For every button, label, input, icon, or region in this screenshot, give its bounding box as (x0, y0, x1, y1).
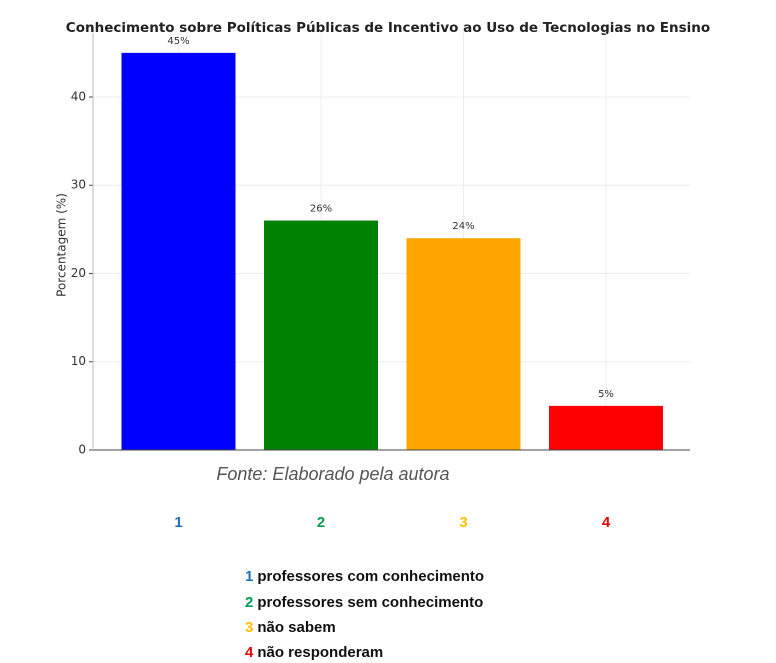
legend-entry: 4 não responderam (245, 644, 383, 661)
x-category-label: 2 (317, 514, 325, 531)
x-category-label: 1 (174, 514, 182, 531)
legend-number: 2 (245, 594, 253, 611)
bar (264, 220, 378, 450)
legend-entry: 2 professores sem conhecimento (245, 594, 483, 611)
y-tick-label: 40 (71, 89, 86, 103)
value-label: 5% (598, 389, 614, 400)
y-tick-label: 10 (71, 354, 86, 368)
legend-text: não sabem (257, 619, 335, 636)
legend-number: 3 (245, 619, 253, 636)
source-note: Fonte: Elaborado pela autora (216, 464, 449, 484)
x-category-label: 3 (459, 514, 467, 531)
bar (121, 52, 236, 450)
value-label: 24% (452, 221, 474, 232)
legend-entry: 3 não sabem (245, 619, 336, 636)
legend-text: professores sem conhecimento (257, 594, 483, 611)
legend-number: 4 (245, 644, 254, 661)
y-axis-label: Porcentagem (%) (55, 193, 69, 297)
value-label: 26% (310, 204, 332, 215)
chart-title: Conhecimento sobre Políticas Públicas de… (66, 20, 710, 36)
legend-text: professores com conhecimento (257, 568, 484, 585)
y-tick-label: 20 (71, 266, 86, 280)
x-category-label: 4 (602, 514, 611, 531)
legend-entry: 1 professores com conhecimento (245, 568, 484, 585)
bar (549, 405, 663, 450)
y-tick-label: 0 (78, 443, 86, 457)
value-label: 45% (167, 36, 189, 47)
legend-text: não responderam (257, 644, 383, 661)
legend-number: 1 (245, 568, 253, 585)
y-tick-label: 30 (71, 178, 86, 192)
bar (406, 238, 521, 450)
